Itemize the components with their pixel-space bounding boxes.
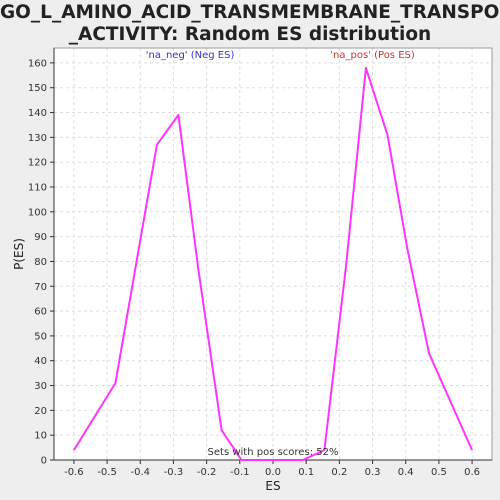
annotation-label: 'na_pos' (Pos ES) — [330, 50, 415, 61]
y-tick-label: 120 — [28, 158, 47, 169]
series — [73, 66, 474, 461]
x-tick-label: 0.4 — [398, 467, 414, 478]
y-tick-label: 60 — [34, 307, 47, 318]
x-tick-label: -0.2 — [197, 467, 217, 478]
y-tick-label: 90 — [34, 232, 47, 243]
x-tick-label: 0.5 — [431, 467, 447, 478]
x-ticks: -0.6 -0.5 -0.4 -0.3 -0.2 -0.1 0.0 0.1 0.2 0.3 0.4 0… — [64, 460, 480, 478]
x-tick-label: 0.3 — [365, 467, 381, 478]
chart-title: GO_L_AMINO_ACID_TRANSMEMBRANE_TRANSPORTE… — [0, 2, 500, 46]
y-tick-label: 110 — [28, 182, 47, 193]
x-tick-label: 0.6 — [464, 467, 480, 478]
y-tick-label: 140 — [28, 108, 47, 119]
y-ticks: 0 10 20 30 40 50 60 70 80 90 100 110 120 130 140 150 160 — [28, 58, 54, 467]
x-axis-label: ES — [265, 479, 280, 493]
annotations: 'na_neg' (Neg ES) 'na_pos' (Pos ES) Sets w… — [146, 50, 415, 458]
y-tick-label: 100 — [28, 207, 47, 218]
y-tick-label: 80 — [34, 257, 47, 268]
annotation-label: 'na_neg' (Neg ES) — [146, 50, 235, 61]
x-tick-label: -0.5 — [97, 467, 117, 478]
x-tick-label: -0.1 — [230, 467, 250, 478]
chart-title-line-2: _ACTIVITY: Random ES distribution — [68, 24, 432, 45]
x-tick-label: -0.4 — [131, 467, 151, 478]
y-tick-label: 10 — [34, 431, 47, 442]
x-tick-label: -0.6 — [64, 467, 84, 478]
x-tick-label: 0.0 — [265, 467, 281, 478]
chart-title-line-1: GO_L_AMINO_ACID_TRANSMEMBRANE_TRANSPORTE… — [0, 2, 500, 23]
y-tick-label: 70 — [34, 282, 47, 293]
y-tick-label: 130 — [28, 133, 47, 144]
y-tick-label: 160 — [28, 58, 47, 69]
y-axis-label: P(ES) — [12, 238, 26, 270]
grid — [54, 48, 492, 461]
y-tick-label: 40 — [34, 356, 47, 367]
annotation-label: Sets with pos scores: 52% — [208, 447, 339, 458]
x-tick-label: -0.3 — [164, 467, 184, 478]
y-tick-label: 0 — [41, 456, 47, 467]
y-tick-label: 30 — [34, 381, 47, 392]
y-tick-label: 150 — [28, 83, 47, 94]
y-tick-label: 20 — [34, 406, 47, 417]
y-tick-label: 50 — [34, 331, 47, 342]
x-tick-label: 0.2 — [331, 467, 347, 478]
x-tick-label: 0.1 — [298, 467, 314, 478]
series-line — [73, 66, 474, 461]
